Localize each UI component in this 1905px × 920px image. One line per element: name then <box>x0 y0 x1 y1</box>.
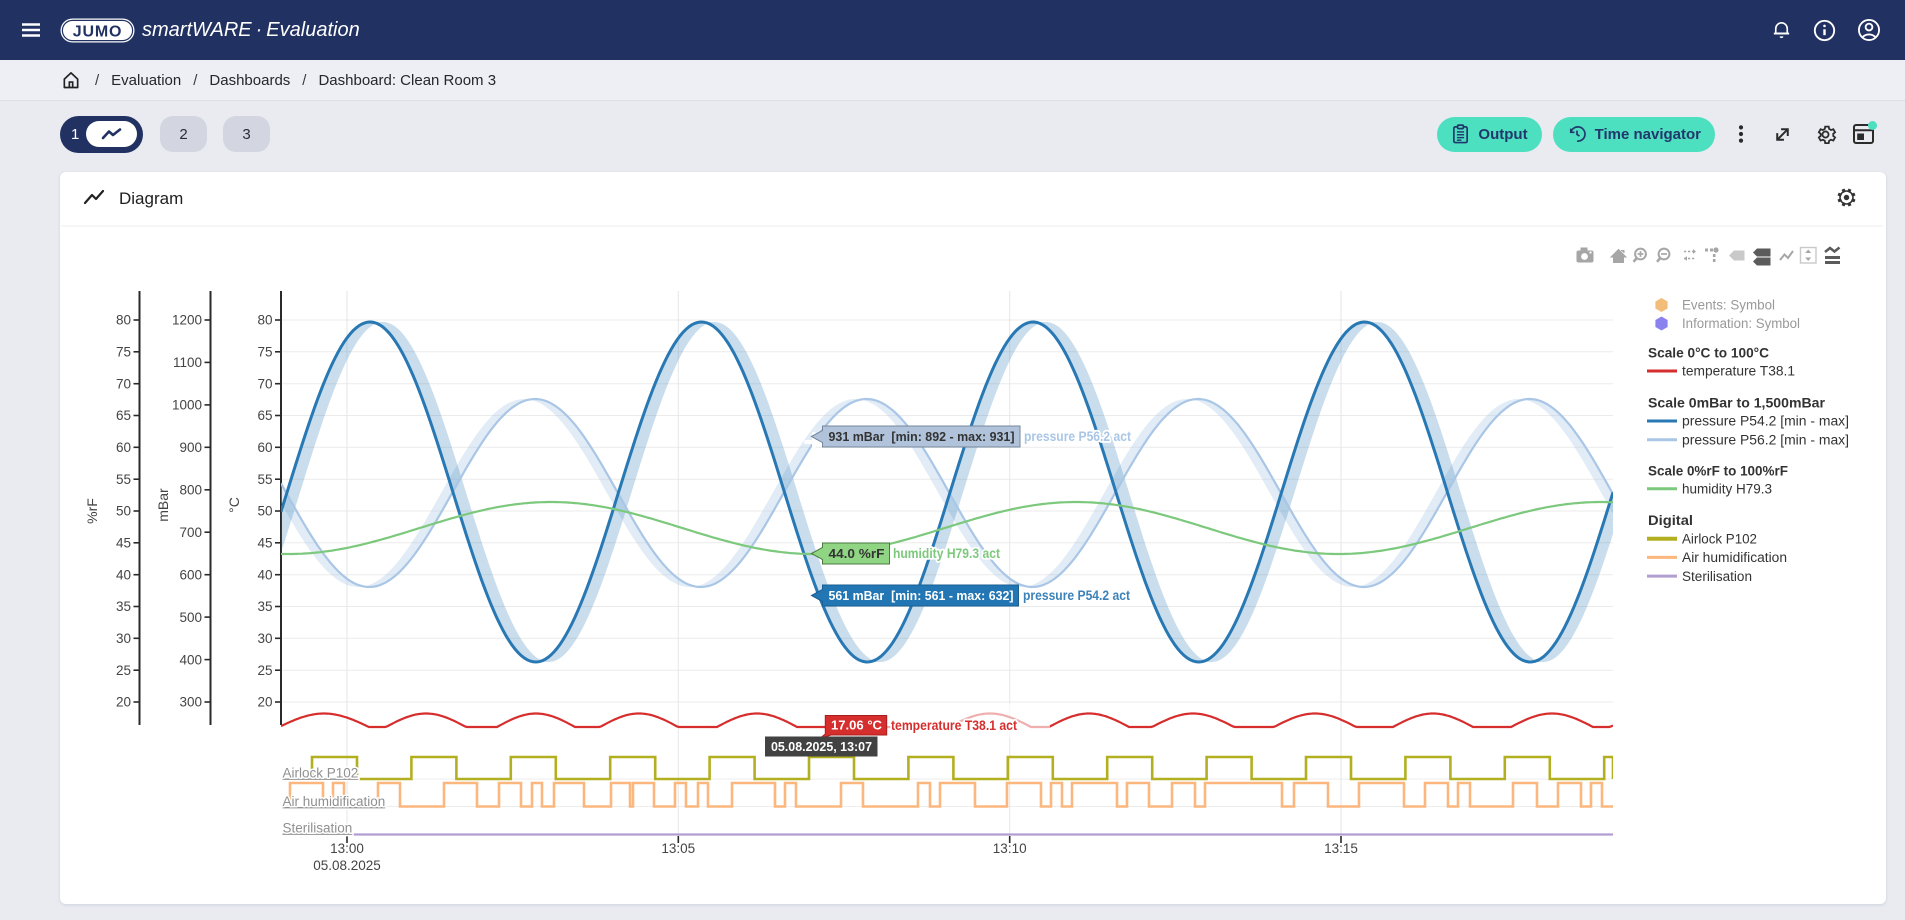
svg-text:400: 400 <box>179 652 202 667</box>
svg-text:Air humidification: Air humidification <box>1682 550 1787 565</box>
svg-text:13:00: 13:00 <box>330 841 364 856</box>
svg-text:30: 30 <box>116 631 131 646</box>
svg-text:65: 65 <box>257 408 272 423</box>
svg-text:pressure P56.2 [min - max]: pressure P56.2 [min - max] <box>1682 432 1849 447</box>
svg-text:Digital: Digital <box>1648 513 1693 528</box>
svg-text:45: 45 <box>116 536 131 551</box>
svg-text:17.06 °C: 17.06 °C <box>831 719 882 733</box>
svg-text:°C: °C <box>226 497 242 513</box>
svg-text:13:05: 13:05 <box>661 841 695 856</box>
svg-text:300: 300 <box>179 695 202 710</box>
svg-text:pressure P54.2 act: pressure P54.2 act <box>1023 588 1130 603</box>
svg-text:pressure P56.2 act: pressure P56.2 act <box>1024 429 1131 444</box>
svg-text:Events: Symbol: Events: Symbol <box>1682 298 1775 313</box>
svg-text:Sterilisation: Sterilisation <box>283 821 353 836</box>
svg-text:mBar: mBar <box>155 488 171 522</box>
svg-text:60: 60 <box>257 440 272 455</box>
svg-text:65: 65 <box>116 408 131 423</box>
svg-text:30: 30 <box>257 631 272 646</box>
svg-text:40: 40 <box>257 567 272 582</box>
svg-text:800: 800 <box>179 483 202 498</box>
svg-text:35: 35 <box>116 599 131 614</box>
svg-text:%rF: %rF <box>84 498 100 524</box>
svg-text:70: 70 <box>116 376 131 391</box>
svg-text:500: 500 <box>179 610 202 625</box>
svg-text:50: 50 <box>116 504 131 519</box>
svg-text:Airlock P102: Airlock P102 <box>283 766 359 781</box>
svg-text:Airlock P102: Airlock P102 <box>1682 531 1757 546</box>
svg-text:40: 40 <box>116 567 131 582</box>
svg-text:600: 600 <box>179 567 202 582</box>
svg-text:05.08.2025: 05.08.2025 <box>313 858 381 873</box>
svg-text:temperature T38.1 act: temperature T38.1 act <box>891 718 1017 733</box>
svg-text:pressure P54.2 [min - max]: pressure P54.2 [min - max] <box>1682 414 1849 429</box>
svg-text:13:10: 13:10 <box>993 841 1027 856</box>
svg-text:Scale 0°C to 100°C: Scale 0°C to 100°C <box>1648 346 1769 361</box>
svg-text:25: 25 <box>257 663 272 678</box>
svg-text:75: 75 <box>116 345 131 360</box>
svg-text:70: 70 <box>257 376 272 391</box>
svg-text:JUMO: JUMO <box>73 23 122 40</box>
svg-text:55: 55 <box>116 472 131 487</box>
svg-text:50: 50 <box>257 504 272 519</box>
svg-text:900: 900 <box>179 440 202 455</box>
svg-text:75: 75 <box>257 345 272 360</box>
svg-text:44.0 %rF: 44.0 %rF <box>829 547 885 561</box>
svg-text:80: 80 <box>257 313 272 328</box>
svg-text:931 mBar [min: 892 - max: 931: 931 mBar [min: 892 - max: 931] <box>829 430 1015 444</box>
svg-text:Information: Symbol: Information: Symbol <box>1682 316 1800 331</box>
svg-text:55: 55 <box>257 472 272 487</box>
svg-text:20: 20 <box>116 695 131 710</box>
svg-text:05.08.2025, 13:07: 05.08.2025, 13:07 <box>771 740 872 754</box>
svg-text:humidity H79.3: humidity H79.3 <box>1682 482 1772 497</box>
svg-text:Air humidification: Air humidification <box>283 794 386 809</box>
svg-text:1000: 1000 <box>172 398 202 413</box>
svg-text:80: 80 <box>116 313 131 328</box>
svg-text:1200: 1200 <box>172 313 202 328</box>
svg-text:13:15: 13:15 <box>1324 841 1358 856</box>
svg-text:Diagram: Diagram <box>119 189 183 208</box>
svg-text:60: 60 <box>116 440 131 455</box>
svg-text:1100: 1100 <box>173 355 202 370</box>
svg-text:Scale 0mBar to 1,500mBar: Scale 0mBar to 1,500mBar <box>1648 396 1826 411</box>
svg-text:45: 45 <box>257 536 272 551</box>
svg-text:35: 35 <box>257 599 272 614</box>
svg-text:20: 20 <box>257 695 272 710</box>
svg-text:561 mBar [min: 561 - max: 632: 561 mBar [min: 561 - max: 632] <box>829 589 1014 603</box>
svg-text:humidity H79.3 act: humidity H79.3 act <box>893 546 1000 561</box>
svg-text:Sterilisation: Sterilisation <box>1682 569 1752 584</box>
svg-text:700: 700 <box>179 525 202 540</box>
svg-text:temperature T38.1: temperature T38.1 <box>1682 364 1795 379</box>
svg-text:Scale 0%rF to 100%rF: Scale 0%rF to 100%rF <box>1648 463 1788 478</box>
svg-text:25: 25 <box>116 663 131 678</box>
